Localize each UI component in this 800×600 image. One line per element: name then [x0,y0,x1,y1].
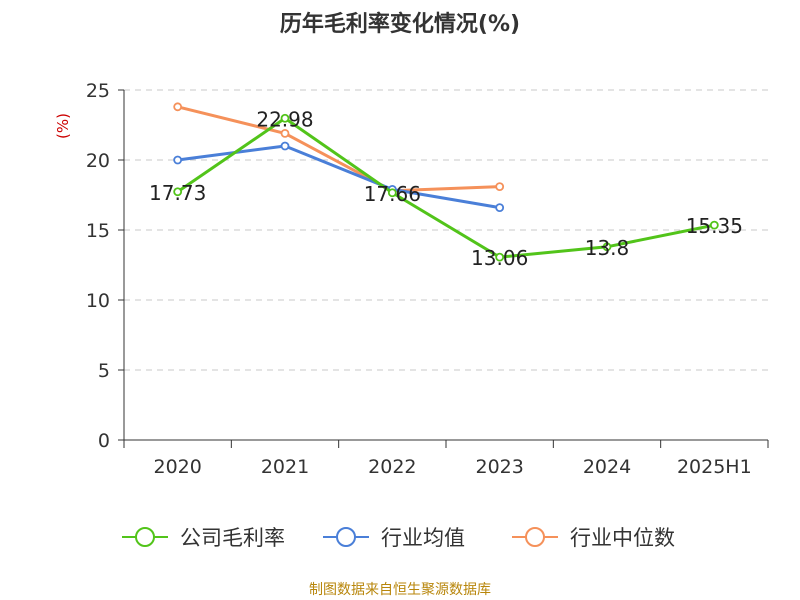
series-line-1 [177,144,500,210]
x-tick-label: 2021 [261,456,309,478]
data-label: 17.66 [364,182,421,206]
data-label: 13.8 [585,236,630,260]
series-line-2 [177,105,500,193]
data-point [173,155,183,165]
legend-item: 行业均值 [323,526,465,550]
legend: 公司毛利率 行业均值 行业中位数 [122,526,675,550]
x-tick-label: 2024 [583,456,631,478]
y-tick-label: 15 [86,220,110,242]
series-lines [173,102,719,262]
data-point [280,141,290,151]
data-label: 22.98 [256,107,313,131]
x-tick-label: 2025H1 [677,456,752,478]
legend-item: 公司毛利率 [122,526,285,550]
chart-title: 历年毛利率变化情况(%) [279,12,521,37]
data-point [602,242,612,252]
source-note: 制图数据来自恒生聚源数据库 [309,582,491,598]
legend-swatch-marker [135,527,155,547]
data-labels: 17.73 22.98 17.66 13.06 13.8 15.35 [149,107,743,270]
data-point [387,188,397,198]
y-tick-label: 10 [86,290,110,312]
legend-label: 公司毛利率 [180,526,285,550]
data-point [173,187,183,197]
x-tick-label: 2023 [475,456,523,478]
y-tick-label: 25 [86,80,110,102]
data-label: 13.06 [471,246,528,270]
y-tick-label: 20 [86,150,110,172]
y-tick-label: 5 [98,360,110,382]
x-tick-label: 2020 [153,456,201,478]
legend-swatch-marker [525,527,545,547]
series-line-0 [176,116,715,259]
axes: 0 5 10 15 20 25 2020 2021 2022 2023 2024 2025H1 [86,80,769,478]
legend-swatch-marker [336,527,356,547]
data-point [495,203,505,213]
data-point [280,128,290,138]
y-axis-unit-label: (%) [54,113,72,139]
data-label: 15.35 [686,214,743,238]
data-point [495,182,505,192]
data-point [173,102,183,112]
grid-lines [124,89,768,371]
data-point [280,113,290,123]
data-label: 17.73 [149,181,206,205]
data-point [709,220,719,230]
legend-label: 行业中位数 [570,526,675,550]
x-tick-label: 2022 [368,456,416,478]
y-tick-label: 0 [98,430,110,452]
data-point [495,252,505,262]
legend-item: 行业中位数 [512,526,675,550]
legend-label: 行业均值 [381,526,465,550]
